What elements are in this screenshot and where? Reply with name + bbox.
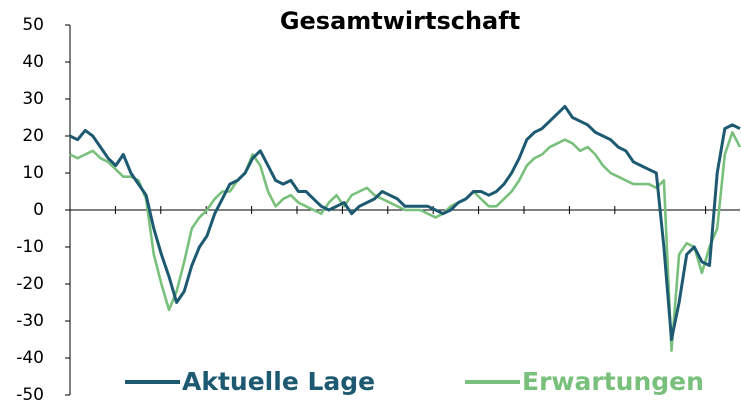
line-series	[69, 131, 741, 352]
chart-title: Gesamtwirtschaft	[280, 7, 520, 35]
y-tick-label: -50	[16, 385, 44, 403]
y-tick-label: -10	[16, 237, 44, 257]
legend-label: Erwartungen	[522, 367, 704, 396]
y-tick-label: -40	[16, 348, 44, 368]
y-tick-label: 20	[22, 126, 44, 146]
y-tick-label: 10	[22, 163, 44, 183]
y-tick-label: 30	[22, 89, 44, 109]
line-series	[69, 104, 741, 341]
y-tick-label: -20	[16, 274, 44, 294]
y-tick-label: 50	[22, 15, 44, 35]
y-tick-label: -30	[16, 311, 44, 331]
y-tick-label: 40	[22, 52, 44, 72]
legend-label: Aktuelle Lage	[182, 367, 375, 396]
y-tick-label: 0	[33, 200, 44, 220]
